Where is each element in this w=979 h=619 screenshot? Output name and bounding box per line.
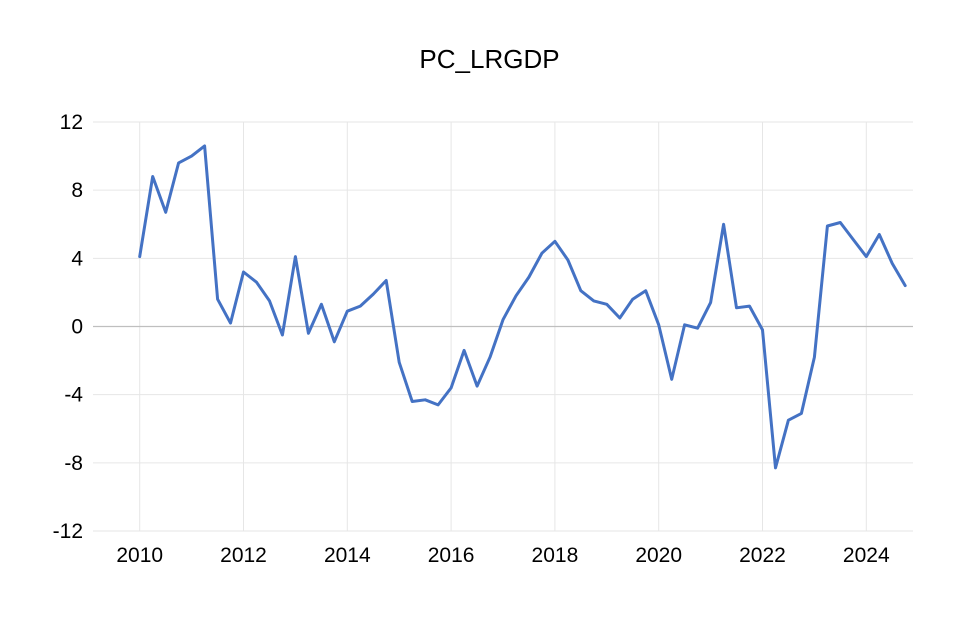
y-tick-label: -8 [64, 452, 83, 475]
x-tick-label: 2024 [843, 544, 890, 567]
y-tick-label: 4 [71, 247, 83, 270]
y-tick-label: 0 [71, 316, 83, 339]
y-tick-label: -12 [53, 520, 83, 543]
y-tick-label: 12 [60, 111, 83, 134]
x-tick-label: 2018 [532, 544, 579, 567]
series-line [138, 144, 907, 470]
x-tick-label: 2020 [635, 544, 682, 567]
chart-title: PC_LRGDP [419, 44, 560, 74]
x-tick-label: 2010 [116, 544, 163, 567]
y-tick-label: 8 [71, 179, 83, 202]
x-tick-label: 2014 [324, 544, 371, 567]
y-axis-tick-labels: 12 8 4 0 -4 -8 -12 [53, 111, 84, 543]
x-tick-label: 2016 [428, 544, 475, 567]
x-tick-label: 2022 [739, 544, 786, 567]
series-lines [138, 144, 907, 470]
x-tick-label: 2012 [220, 544, 267, 567]
y-tick-label: -4 [64, 384, 83, 407]
x-axis-tick-labels: 2010 2012 2014 2016 2018 2020 2022 2024 [116, 544, 890, 567]
